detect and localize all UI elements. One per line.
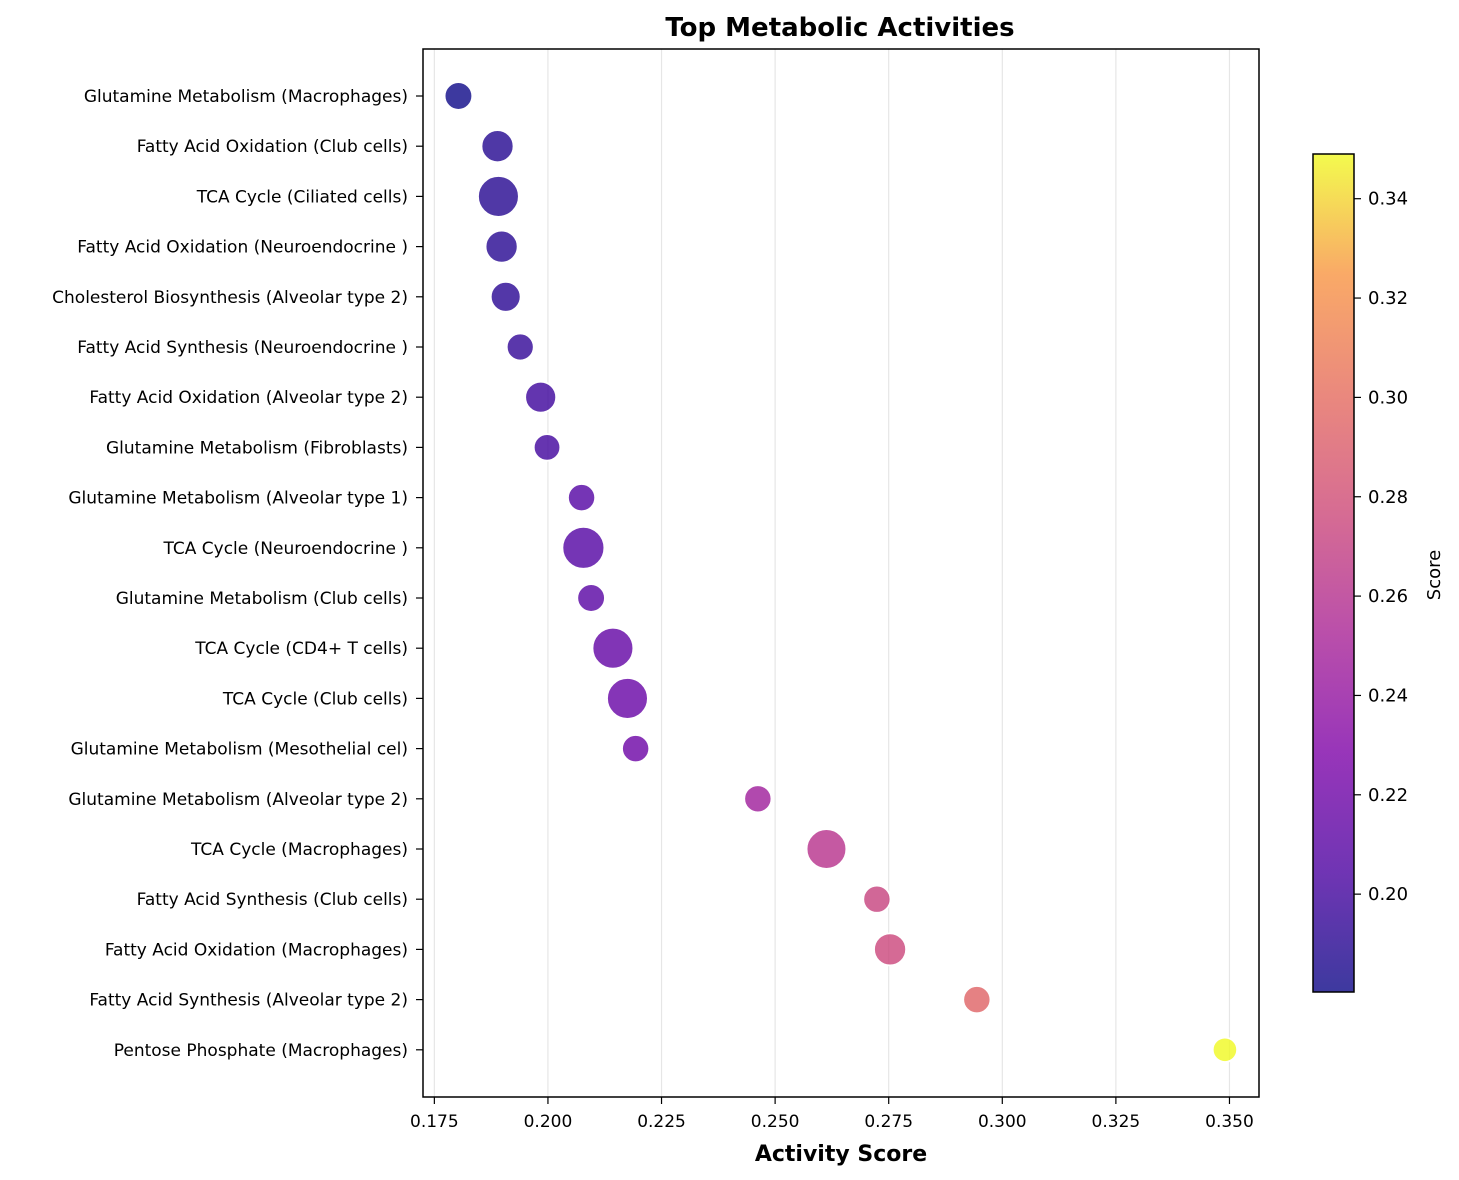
data-point [561, 525, 606, 570]
y-tick-label: Fatty Acid Oxidation (Macrophages) [105, 940, 408, 960]
colorbar-tick-label: 0.32 [1368, 288, 1408, 309]
colorbar [1313, 154, 1354, 992]
y-tick-label: TCA Cycle (CD4+ T cells) [194, 639, 408, 659]
y-tick-label: Fatty Acid Oxidation (Club cells) [137, 137, 408, 157]
colorbar-tick-label: 0.30 [1368, 387, 1408, 408]
colorbar-tick-label: 0.24 [1368, 685, 1408, 706]
data-point [532, 433, 562, 462]
data-point [443, 81, 474, 111]
data-point [606, 677, 649, 720]
colorbar-tick-label: 0.20 [1368, 884, 1408, 905]
y-tick-label: Glutamine Metabolism (Alveolar type 1) [68, 489, 408, 509]
data-point [484, 229, 519, 264]
colorbar-tick-label: 0.26 [1368, 586, 1408, 607]
x-tick-label: 0.250 [751, 1112, 800, 1132]
data-point [873, 932, 908, 967]
data-point [862, 884, 892, 914]
colorbar-label: Score [1424, 550, 1445, 600]
data-point [477, 175, 520, 218]
data-point [524, 380, 558, 414]
x-tick-label: 0.275 [864, 1112, 913, 1132]
x-tick-label: 0.325 [1092, 1112, 1141, 1132]
data-point [962, 985, 992, 1015]
chart-title: Top Metabolic Activities [665, 13, 1014, 43]
y-tick-label: Fatty Acid Oxidation (Alveolar type 2) [89, 388, 408, 408]
y-tick-label: Pentose Phosphate (Macrophages) [114, 1041, 408, 1061]
y-tick-label: TCA Cycle (Ciliated cells) [196, 187, 408, 207]
data-point [505, 332, 535, 362]
data-point [805, 828, 848, 870]
colorbar-tick-label: 0.22 [1368, 785, 1408, 806]
x-tick-label: 0.350 [1205, 1112, 1254, 1132]
y-tick-label: TCA Cycle (Neuroendocrine ) [162, 539, 408, 559]
x-tick-label: 0.175 [410, 1112, 459, 1132]
y-tick-label: Glutamine Metabolism (Macrophages) [84, 87, 408, 107]
colorbar-tick-label: 0.28 [1368, 487, 1408, 508]
data-point [743, 784, 773, 814]
y-tick-label: TCA Cycle (Club cells) [222, 689, 408, 709]
y-tick-label: Fatty Acid Synthesis (Club cells) [137, 890, 408, 910]
y-tick-label: Fatty Acid Synthesis (Alveolar type 2) [89, 991, 408, 1011]
data-point [489, 280, 522, 313]
y-tick-label: Glutamine Metabolism (Fibroblasts) [106, 438, 408, 458]
data-point [1211, 1036, 1239, 1063]
plot-frame [422, 48, 1260, 1098]
y-tick-label: Cholesterol Biosynthesis (Alveolar type … [52, 288, 408, 308]
data-point [480, 129, 515, 164]
x-tick-label: 0.200 [524, 1112, 573, 1132]
data-point [576, 583, 606, 613]
data-point [567, 483, 597, 513]
data-point [591, 626, 635, 670]
x-tick-label: 0.225 [637, 1112, 686, 1132]
colorbar-tick-label: 0.34 [1368, 189, 1408, 210]
data-point [621, 734, 651, 764]
y-tick-label: Glutamine Metabolism (Club cells) [116, 589, 408, 609]
y-tick-label: TCA Cycle (Macrophages) [190, 840, 408, 860]
y-tick-label: Fatty Acid Synthesis (Neuroendocrine ) [77, 338, 408, 358]
x-axis-label: Activity Score [755, 1142, 927, 1167]
y-tick-label: Glutamine Metabolism (Alveolar type 2) [68, 790, 408, 810]
y-tick-label: Fatty Acid Oxidation (Neuroendocrine ) [77, 238, 408, 258]
y-tick-label: Glutamine Metabolism (Mesothelial cel) [71, 740, 408, 760]
colorbar-frame [1312, 153, 1355, 993]
x-tick-label: 0.300 [978, 1112, 1027, 1132]
